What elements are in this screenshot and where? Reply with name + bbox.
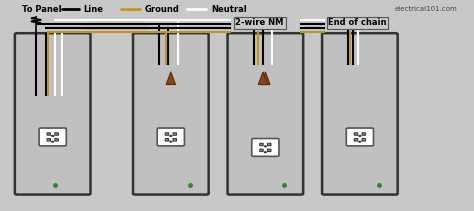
- Text: End of chain: End of chain: [328, 18, 387, 27]
- FancyBboxPatch shape: [260, 143, 263, 146]
- FancyBboxPatch shape: [354, 139, 358, 141]
- Circle shape: [170, 135, 172, 137]
- Text: Neutral: Neutral: [211, 5, 247, 14]
- FancyBboxPatch shape: [362, 133, 365, 135]
- FancyBboxPatch shape: [47, 139, 51, 141]
- FancyBboxPatch shape: [15, 33, 91, 195]
- FancyBboxPatch shape: [267, 143, 271, 146]
- FancyBboxPatch shape: [354, 133, 358, 135]
- FancyBboxPatch shape: [165, 133, 169, 135]
- FancyBboxPatch shape: [362, 139, 365, 141]
- FancyBboxPatch shape: [267, 149, 271, 151]
- Circle shape: [359, 141, 361, 142]
- Circle shape: [170, 141, 172, 142]
- FancyBboxPatch shape: [55, 133, 58, 135]
- Text: 2-wire NM: 2-wire NM: [236, 18, 284, 27]
- FancyBboxPatch shape: [165, 139, 169, 141]
- FancyBboxPatch shape: [228, 33, 303, 195]
- FancyBboxPatch shape: [173, 133, 176, 135]
- Text: Ground: Ground: [145, 5, 180, 14]
- FancyBboxPatch shape: [346, 128, 374, 146]
- FancyBboxPatch shape: [173, 139, 176, 141]
- FancyBboxPatch shape: [133, 33, 209, 195]
- Circle shape: [359, 135, 361, 137]
- Circle shape: [52, 135, 54, 137]
- Text: electrical101.com: electrical101.com: [395, 6, 457, 12]
- Text: To Panel: To Panel: [22, 5, 62, 14]
- FancyBboxPatch shape: [157, 128, 184, 146]
- Circle shape: [52, 141, 54, 142]
- Text: Line: Line: [83, 5, 103, 14]
- FancyBboxPatch shape: [260, 149, 263, 151]
- Circle shape: [264, 146, 266, 147]
- Circle shape: [264, 152, 266, 153]
- FancyBboxPatch shape: [252, 138, 279, 156]
- FancyBboxPatch shape: [47, 133, 51, 135]
- Polygon shape: [166, 72, 175, 85]
- Polygon shape: [258, 72, 268, 85]
- FancyBboxPatch shape: [39, 128, 66, 146]
- Polygon shape: [261, 72, 270, 85]
- FancyBboxPatch shape: [55, 139, 58, 141]
- FancyBboxPatch shape: [322, 33, 398, 195]
